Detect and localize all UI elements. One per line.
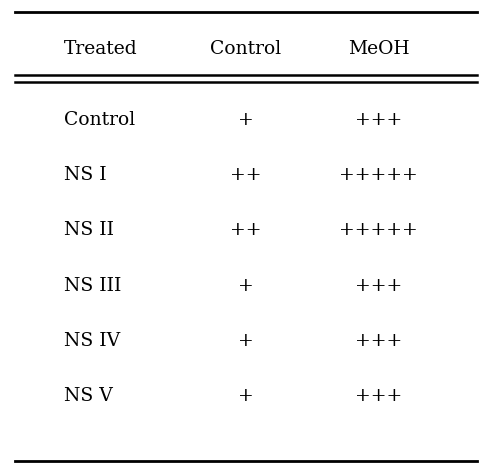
Text: +: + [238,387,254,405]
Text: +++: +++ [355,387,402,405]
Text: NS II: NS II [64,221,114,239]
Text: ++: ++ [230,221,262,239]
Text: +: + [238,332,254,350]
Text: Control: Control [64,111,135,129]
Text: Treated: Treated [64,40,138,58]
Text: NS I: NS I [64,166,107,184]
Text: +++: +++ [355,332,402,350]
Text: MeOH: MeOH [348,40,410,58]
Text: ++: ++ [230,166,262,184]
Text: NS III: NS III [64,277,122,295]
Text: +++++: +++++ [339,166,418,184]
Text: +++++: +++++ [339,221,418,239]
Text: NS IV: NS IV [64,332,120,350]
Text: +: + [238,277,254,295]
Text: +++: +++ [355,277,402,295]
Text: Control: Control [211,40,281,58]
Text: +: + [238,111,254,129]
Text: NS V: NS V [64,387,113,405]
Text: +++: +++ [355,111,402,129]
